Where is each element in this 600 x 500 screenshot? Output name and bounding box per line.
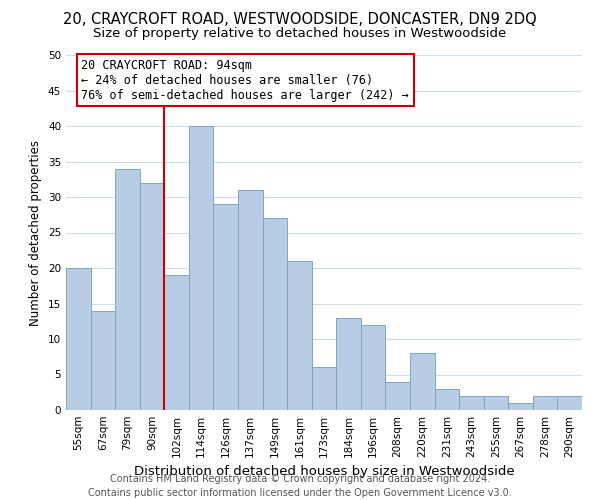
Bar [140, 183, 164, 410]
Bar [533, 396, 557, 410]
Bar [459, 396, 484, 410]
Bar [508, 403, 533, 410]
Bar [214, 204, 238, 410]
Bar [557, 396, 582, 410]
Bar [434, 388, 459, 410]
Bar [263, 218, 287, 410]
Bar [115, 168, 140, 410]
Text: 20 CRAYCROFT ROAD: 94sqm
← 24% of detached houses are smaller (76)
76% of semi-d: 20 CRAYCROFT ROAD: 94sqm ← 24% of detach… [81, 58, 409, 102]
Bar [361, 325, 385, 410]
Bar [287, 261, 312, 410]
Bar [164, 275, 189, 410]
X-axis label: Distribution of detached houses by size in Westwoodside: Distribution of detached houses by size … [134, 466, 514, 478]
Bar [189, 126, 214, 410]
Bar [312, 368, 336, 410]
Text: 20, CRAYCROFT ROAD, WESTWOODSIDE, DONCASTER, DN9 2DQ: 20, CRAYCROFT ROAD, WESTWOODSIDE, DONCAS… [63, 12, 537, 28]
Bar [238, 190, 263, 410]
Bar [66, 268, 91, 410]
Bar [484, 396, 508, 410]
Bar [410, 353, 434, 410]
Bar [385, 382, 410, 410]
Bar [336, 318, 361, 410]
Bar [91, 310, 115, 410]
Text: Contains HM Land Registry data © Crown copyright and database right 2024.
Contai: Contains HM Land Registry data © Crown c… [88, 474, 512, 498]
Text: Size of property relative to detached houses in Westwoodside: Size of property relative to detached ho… [94, 28, 506, 40]
Y-axis label: Number of detached properties: Number of detached properties [29, 140, 43, 326]
